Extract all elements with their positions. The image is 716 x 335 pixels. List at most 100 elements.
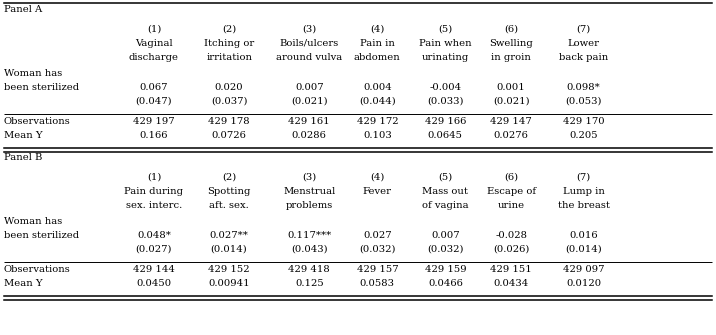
- Text: (0.027): (0.027): [136, 245, 172, 254]
- Text: -0.004: -0.004: [430, 82, 461, 91]
- Text: around vulva: around vulva: [276, 53, 342, 62]
- Text: Itching or: Itching or: [204, 39, 254, 48]
- Text: 0.016: 0.016: [569, 230, 598, 240]
- Text: 0.00941: 0.00941: [208, 278, 250, 287]
- Text: (2): (2): [222, 24, 236, 34]
- Text: 0.125: 0.125: [295, 278, 324, 287]
- Text: 0.027**: 0.027**: [210, 230, 248, 240]
- Text: 0.007: 0.007: [431, 230, 460, 240]
- Text: Spotting: Spotting: [208, 187, 251, 196]
- Text: 0.027: 0.027: [363, 230, 392, 240]
- Text: Woman has: Woman has: [4, 217, 62, 226]
- Text: Pain when: Pain when: [419, 39, 472, 48]
- Text: (4): (4): [370, 24, 384, 34]
- Text: (2): (2): [222, 173, 236, 182]
- Text: Boils/ulcers: Boils/ulcers: [280, 39, 339, 48]
- Text: Observations: Observations: [4, 117, 70, 126]
- Text: Lower: Lower: [568, 39, 599, 48]
- Text: (0.032): (0.032): [427, 245, 463, 254]
- Text: 0.0466: 0.0466: [428, 278, 463, 287]
- Text: 429 166: 429 166: [425, 117, 466, 126]
- Text: Escape of: Escape of: [487, 187, 536, 196]
- Text: (0.032): (0.032): [359, 245, 395, 254]
- Text: (5): (5): [438, 24, 453, 34]
- Text: 0.0434: 0.0434: [493, 278, 529, 287]
- Text: 0.0286: 0.0286: [292, 131, 326, 139]
- Text: urinating: urinating: [422, 53, 469, 62]
- Text: Lump in: Lump in: [563, 187, 604, 196]
- Text: 0.007: 0.007: [295, 82, 324, 91]
- Text: 429 152: 429 152: [208, 265, 250, 273]
- Text: Mean Y: Mean Y: [4, 131, 42, 139]
- Text: 429 144: 429 144: [133, 265, 175, 273]
- Text: been sterilized: been sterilized: [4, 82, 79, 91]
- Text: aft. sex.: aft. sex.: [209, 201, 249, 210]
- Text: Panel A: Panel A: [4, 5, 42, 14]
- Text: 0.0645: 0.0645: [428, 131, 463, 139]
- Text: Swelling: Swelling: [489, 39, 533, 48]
- Text: Vaginal: Vaginal: [135, 39, 173, 48]
- Text: 429 159: 429 159: [425, 265, 466, 273]
- Text: 429 151: 429 151: [490, 265, 532, 273]
- Text: 0.098*: 0.098*: [566, 82, 601, 91]
- Text: (7): (7): [576, 24, 591, 34]
- Text: (1): (1): [147, 24, 161, 34]
- Text: (3): (3): [302, 173, 316, 182]
- Text: 0.0450: 0.0450: [136, 278, 172, 287]
- Text: (4): (4): [370, 173, 384, 182]
- Text: 0.117***: 0.117***: [287, 230, 332, 240]
- Text: been sterilized: been sterilized: [4, 230, 79, 240]
- Text: (0.021): (0.021): [493, 96, 530, 106]
- Text: (3): (3): [302, 24, 316, 34]
- Text: (0.037): (0.037): [211, 96, 247, 106]
- Text: Mean Y: Mean Y: [4, 278, 42, 287]
- Text: 429 172: 429 172: [357, 117, 398, 126]
- Text: irritation: irritation: [206, 53, 252, 62]
- Text: 0.103: 0.103: [363, 131, 392, 139]
- Text: 0.0276: 0.0276: [494, 131, 528, 139]
- Text: 0.0583: 0.0583: [360, 278, 395, 287]
- Text: discharge: discharge: [129, 53, 179, 62]
- Text: 0.001: 0.001: [497, 82, 526, 91]
- Text: Menstrual: Menstrual: [284, 187, 335, 196]
- Text: 429 418: 429 418: [289, 265, 330, 273]
- Text: 0.048*: 0.048*: [137, 230, 171, 240]
- Text: 429 170: 429 170: [563, 117, 604, 126]
- Text: Panel B: Panel B: [4, 153, 42, 162]
- Text: (0.033): (0.033): [427, 96, 463, 106]
- Text: (0.044): (0.044): [359, 96, 396, 106]
- Text: Pain in: Pain in: [360, 39, 395, 48]
- Text: 429 161: 429 161: [289, 117, 330, 126]
- Text: (0.026): (0.026): [493, 245, 529, 254]
- Text: -0.028: -0.028: [495, 230, 527, 240]
- Text: 429 097: 429 097: [563, 265, 604, 273]
- Text: 0.067: 0.067: [140, 82, 168, 91]
- Text: (0.021): (0.021): [291, 96, 328, 106]
- Text: (0.014): (0.014): [565, 245, 602, 254]
- Text: (0.014): (0.014): [211, 245, 248, 254]
- Text: Pain during: Pain during: [125, 187, 183, 196]
- Text: 0.020: 0.020: [215, 82, 243, 91]
- Text: Fever: Fever: [363, 187, 392, 196]
- Text: 0.205: 0.205: [569, 131, 598, 139]
- Text: (0.047): (0.047): [135, 96, 173, 106]
- Text: (5): (5): [438, 173, 453, 182]
- Text: 0.166: 0.166: [140, 131, 168, 139]
- Text: 429 197: 429 197: [133, 117, 175, 126]
- Text: Woman has: Woman has: [4, 69, 62, 78]
- Text: urine: urine: [498, 201, 525, 210]
- Text: (7): (7): [576, 173, 591, 182]
- Text: 0.0120: 0.0120: [566, 278, 601, 287]
- Text: of vagina: of vagina: [422, 201, 469, 210]
- Text: problems: problems: [286, 201, 333, 210]
- Text: in groin: in groin: [491, 53, 531, 62]
- Text: (0.053): (0.053): [566, 96, 601, 106]
- Text: (6): (6): [504, 173, 518, 182]
- Text: sex. interc.: sex. interc.: [126, 201, 182, 210]
- Text: 0.0726: 0.0726: [212, 131, 246, 139]
- Text: (0.043): (0.043): [291, 245, 328, 254]
- Text: back pain: back pain: [559, 53, 608, 62]
- Text: 429 157: 429 157: [357, 265, 398, 273]
- Text: 429 178: 429 178: [208, 117, 250, 126]
- Text: abdomen: abdomen: [354, 53, 401, 62]
